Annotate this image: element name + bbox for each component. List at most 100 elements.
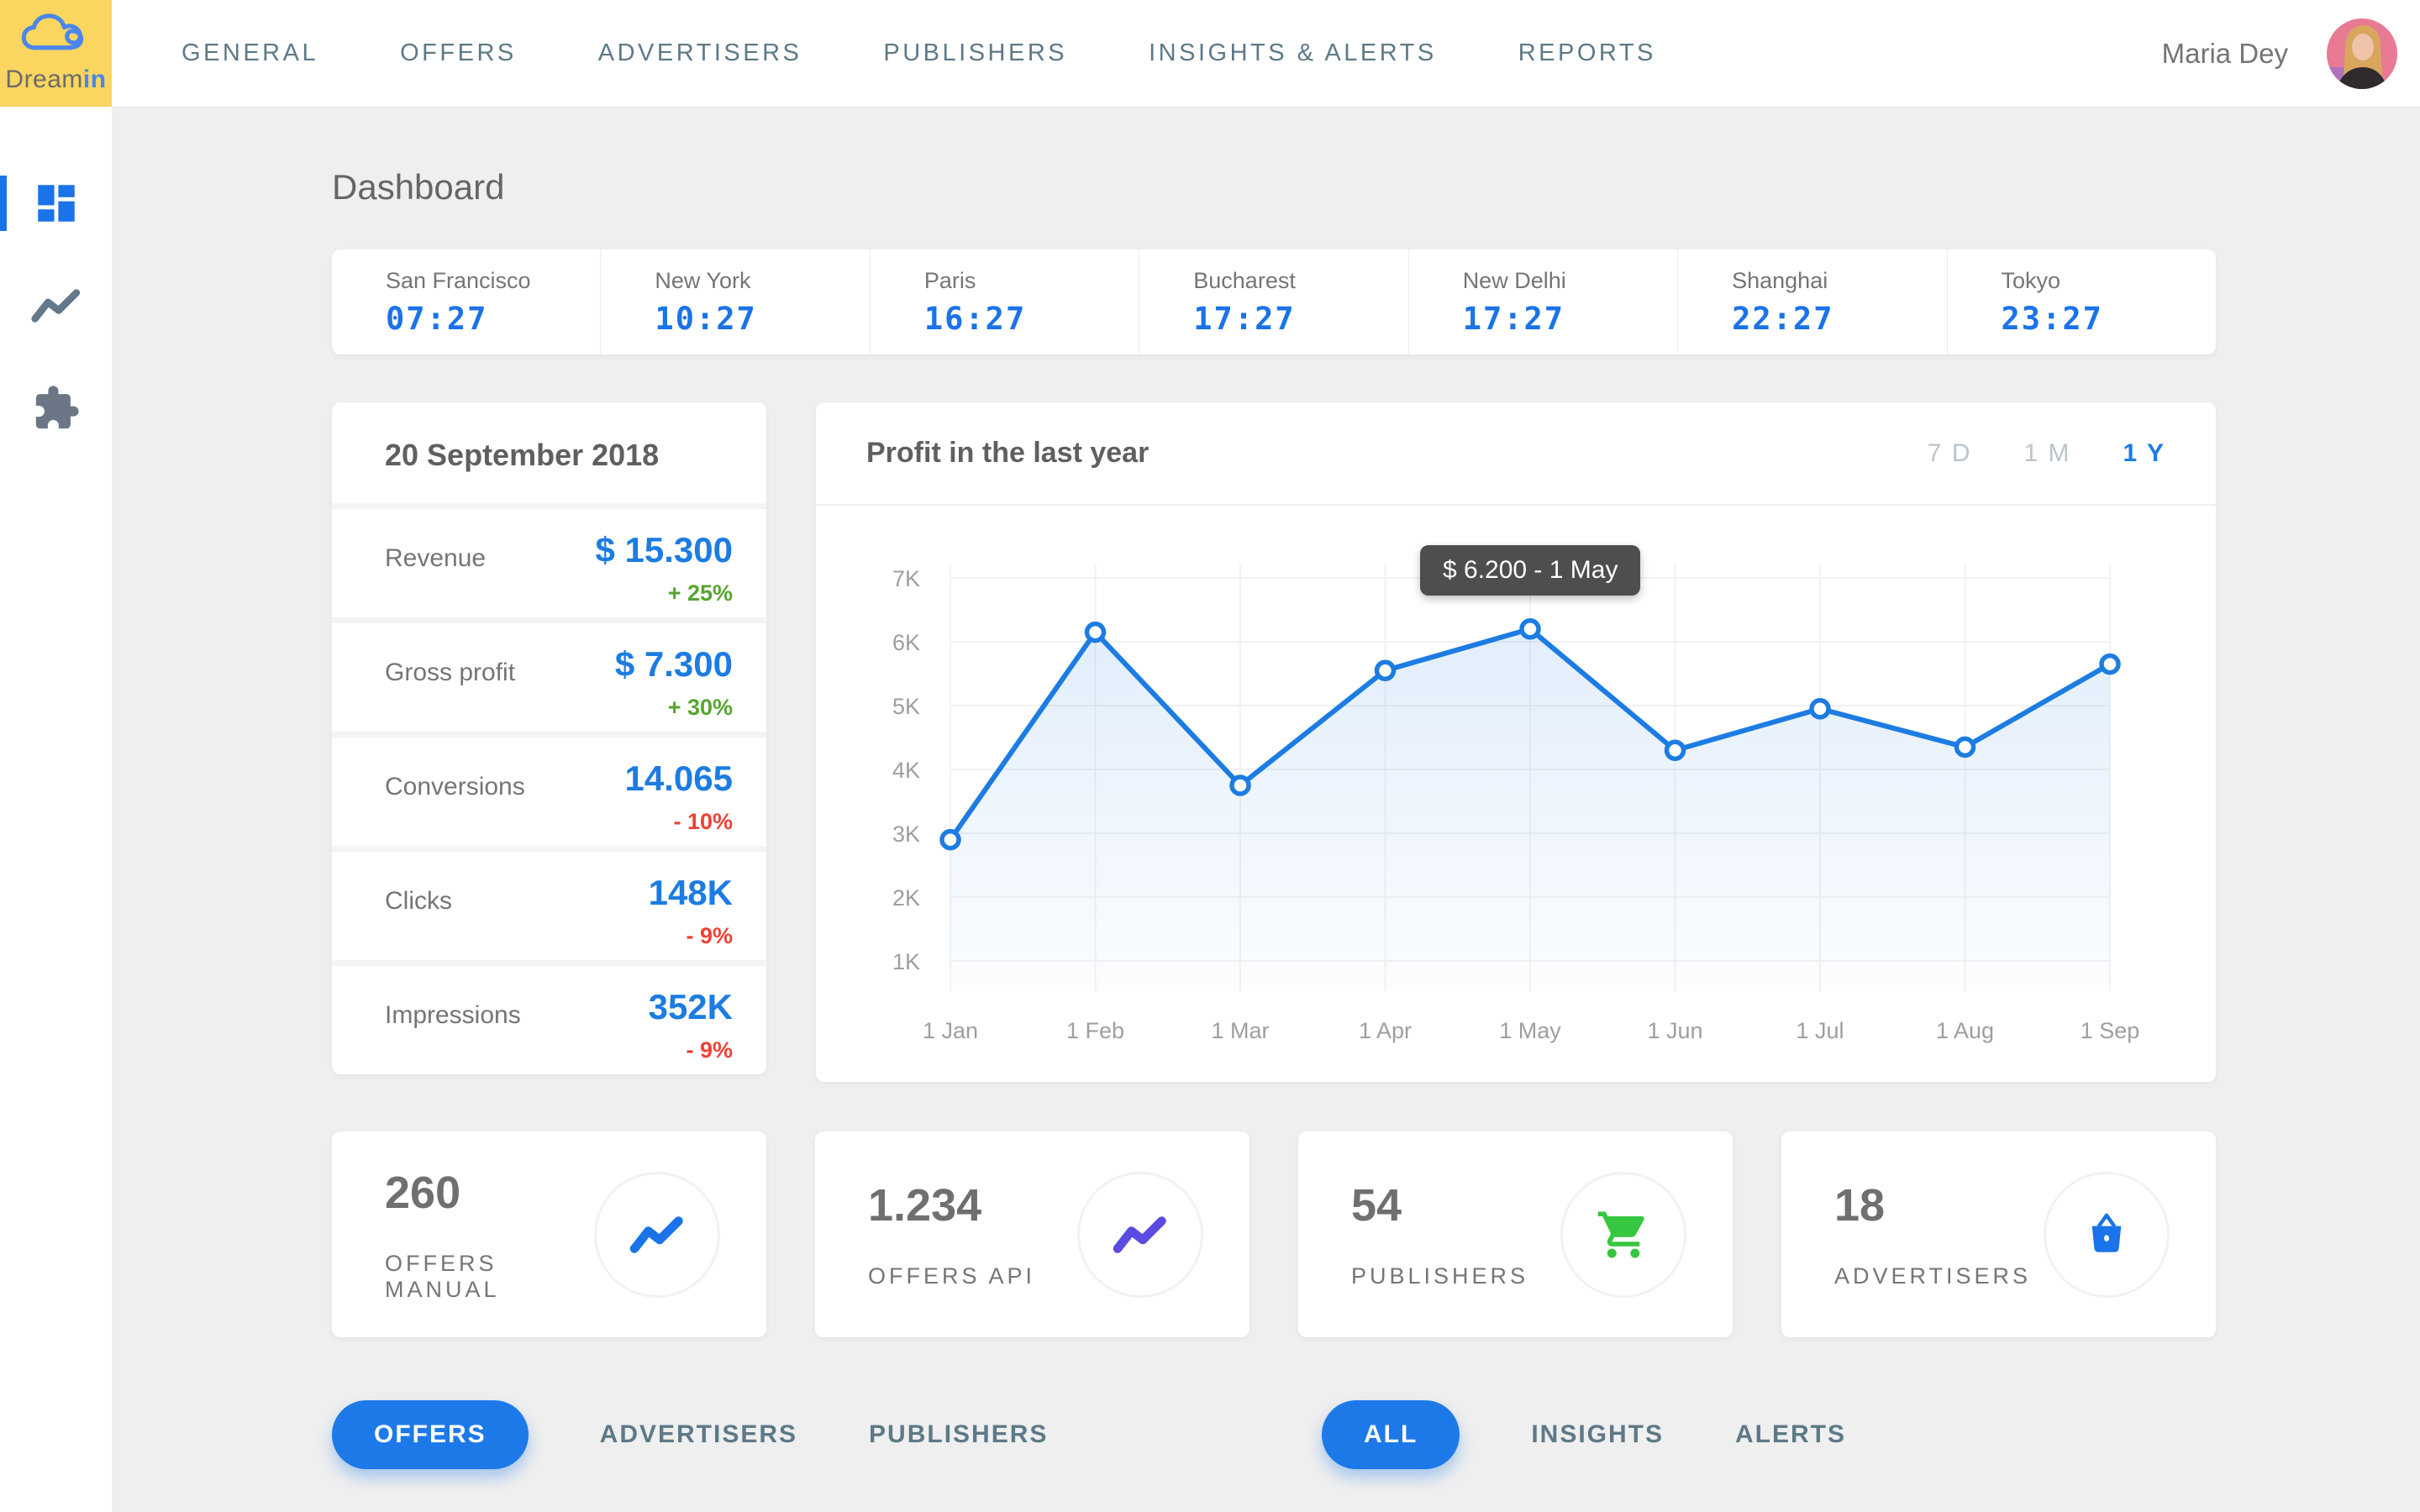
tab-insights[interactable]: INSIGHTS: [1531, 1420, 1665, 1448]
svg-text:1 Apr: 1 Apr: [1359, 1018, 1412, 1043]
filter-tabs-row: OFFERS ADVERTISERS PUBLISHERS ALL INSIGH…: [332, 1400, 2216, 1469]
svg-text:1K: 1K: [892, 949, 920, 974]
chart-header: Profit in the last year 7 D 1 M 1 Y: [816, 402, 2216, 506]
app-logo[interactable]: Dreamin: [0, 0, 112, 107]
metric-label: Conversions: [385, 773, 525, 801]
sidebar-item-dashboard[interactable]: [0, 154, 112, 256]
stat-value: 1.234: [868, 1180, 982, 1231]
main-nav: GENERAL OFFERS ADVERTISERS PUBLISHERS IN…: [112, 39, 1656, 67]
clock-time: 10:27: [655, 301, 757, 337]
clock-time: 16:27: [923, 301, 1027, 337]
summary-row-gross-profit: Gross profit $ 7.300 + 30%: [332, 617, 766, 732]
alerts-tabs: ALL INSIGHTS ALERTS: [1322, 1400, 1846, 1469]
clock-time: 23:27: [2001, 301, 2103, 337]
user-menu[interactable]: Maria Dey: [2162, 18, 2420, 89]
summary-and-chart-row: 20 September 2018 Revenue $ 15.300 + 25%…: [332, 402, 2216, 1082]
metric-value: $ 7.300: [614, 644, 733, 684]
avatar[interactable]: [2327, 18, 2397, 89]
stat-card-publishers[interactable]: 54 PUBLISHERS: [1298, 1131, 1733, 1337]
clock-bucharest: Bucharest 17:27: [1139, 249, 1409, 354]
y-axis-labels: 1K 2K 3K 4K 5K 6K 7K: [892, 566, 920, 974]
metric-value: 148K: [648, 873, 733, 912]
metric-label: Impressions: [385, 1001, 521, 1029]
summary-date: 20 September 2018: [385, 438, 660, 472]
range-7d-button[interactable]: 7 D: [1927, 438, 1972, 467]
clock-time: 07:27: [386, 301, 488, 337]
metric-delta: - 10%: [673, 809, 733, 834]
svg-text:1 Feb: 1 Feb: [1066, 1018, 1124, 1043]
stat-label: ADVERTISERS: [1834, 1263, 2032, 1289]
metric-value: 14.065: [624, 759, 733, 798]
trending-up-icon: [1077, 1171, 1203, 1298]
cart-icon: [1560, 1171, 1686, 1298]
stat-value: 260: [385, 1167, 461, 1218]
svg-text:6K: 6K: [892, 630, 920, 655]
left-sidebar: [0, 107, 112, 1512]
summary-row-clicks: Clicks 148K - 9%: [332, 846, 766, 960]
clock-tokyo: Tokyo 23:27: [1948, 249, 2216, 354]
cloud-logo-icon: [20, 13, 92, 64]
tab-alerts[interactable]: ALERTS: [1735, 1420, 1847, 1448]
chart-body: 1K 2K 3K 4K 5K 6K 7K 1 Jan 1 Feb 1 Mar 1 Apr 1 May…: [816, 506, 2216, 1086]
svg-text:2K: 2K: [892, 885, 920, 911]
clock-time: 17:27: [1193, 301, 1296, 337]
svg-text:1 Jul: 1 Jul: [1796, 1018, 1844, 1043]
stat-card-offers-api[interactable]: 1.234 OFFERS API: [815, 1131, 1249, 1337]
svg-text:1 Jan: 1 Jan: [923, 1018, 978, 1043]
sidebar-item-analytics[interactable]: [0, 256, 112, 359]
clock-city: San Francisco: [386, 268, 531, 293]
main-content: Dashboard San Francisco 07:27 New York 1…: [112, 0, 2420, 1512]
clock-city: Shanghai: [1732, 268, 1828, 293]
top-header: Dreamin GENERAL OFFERS ADVERTISERS PUBLI…: [0, 0, 2420, 107]
clock-time: 17:27: [1462, 301, 1565, 337]
svg-text:1 Jun: 1 Jun: [1647, 1018, 1702, 1043]
active-indicator: [0, 176, 7, 231]
tab-advertisers[interactable]: ADVERTISERS: [599, 1420, 798, 1448]
svg-text:3K: 3K: [892, 822, 920, 847]
daily-summary-card: 20 September 2018 Revenue $ 15.300 + 25%…: [332, 402, 766, 1074]
nav-item-advertisers[interactable]: ADVERTISERS: [597, 39, 802, 66]
profit-chart-card: Profit in the last year 7 D 1 M 1 Y: [816, 402, 2216, 1082]
user-name: Maria Dey: [2161, 37, 2288, 69]
clock-city: New Delhi: [1462, 268, 1566, 293]
metric-delta: + 25%: [667, 580, 733, 606]
clock-city: New York: [655, 268, 751, 293]
nav-item-general[interactable]: GENERAL: [182, 39, 319, 66]
tab-all[interactable]: ALL: [1322, 1400, 1460, 1469]
svg-text:7K: 7K: [892, 566, 920, 591]
clock-shanghai: Shanghai 22:27: [1678, 249, 1948, 354]
range-1m-button[interactable]: 1 M: [2023, 438, 2071, 467]
tab-publishers[interactable]: PUBLISHERS: [869, 1420, 1049, 1448]
svg-text:1 Mar: 1 Mar: [1211, 1018, 1269, 1043]
metric-delta: - 9%: [686, 923, 733, 948]
stat-label: PUBLISHERS: [1351, 1263, 1529, 1289]
chart-range-switcher: 7 D 1 M 1 Y: [1928, 439, 2165, 468]
stat-label: OFFERS MANUAL: [385, 1250, 500, 1302]
bag-icon: [2044, 1171, 2170, 1298]
range-1y-button[interactable]: 1 Y: [2123, 438, 2165, 467]
clock-city: Bucharest: [1193, 268, 1296, 293]
clock-san-francisco: San Francisco 07:27: [332, 249, 602, 354]
trending-up-icon: [30, 286, 82, 329]
stat-card-advertisers[interactable]: 18 ADVERTISERS: [1781, 1131, 2216, 1337]
clock-new-york: New York 10:27: [601, 249, 871, 354]
metric-delta: + 30%: [667, 695, 733, 720]
nav-item-offers[interactable]: OFFERS: [400, 39, 517, 66]
clock-time: 22:27: [1732, 301, 1834, 337]
stat-label: OFFERS API: [868, 1263, 1036, 1289]
metric-label: Clicks: [385, 887, 452, 915]
nav-item-reports[interactable]: REPORTS: [1518, 39, 1656, 66]
metric-value: 352K: [648, 987, 733, 1026]
nav-item-publishers[interactable]: PUBLISHERS: [883, 39, 1068, 66]
clock-new-delhi: New Delhi 17:27: [1409, 249, 1679, 354]
logo-wordmark: Dreamin: [5, 66, 107, 93]
summary-row-impressions: Impressions 352K - 9%: [332, 960, 766, 1074]
nav-item-insights-alerts[interactable]: INSIGHTS & ALERTS: [1149, 39, 1437, 66]
dashboard-grid-icon: [32, 179, 81, 232]
tab-offers[interactable]: OFFERS: [332, 1400, 529, 1469]
chart-points[interactable]: [939, 618, 2121, 851]
stat-card-offers-manual[interactable]: 260 OFFERS MANUAL: [332, 1131, 766, 1337]
metric-label: Revenue: [385, 544, 487, 572]
clock-city: Tokyo: [2001, 268, 2061, 293]
sidebar-item-extensions[interactable]: [0, 359, 112, 461]
